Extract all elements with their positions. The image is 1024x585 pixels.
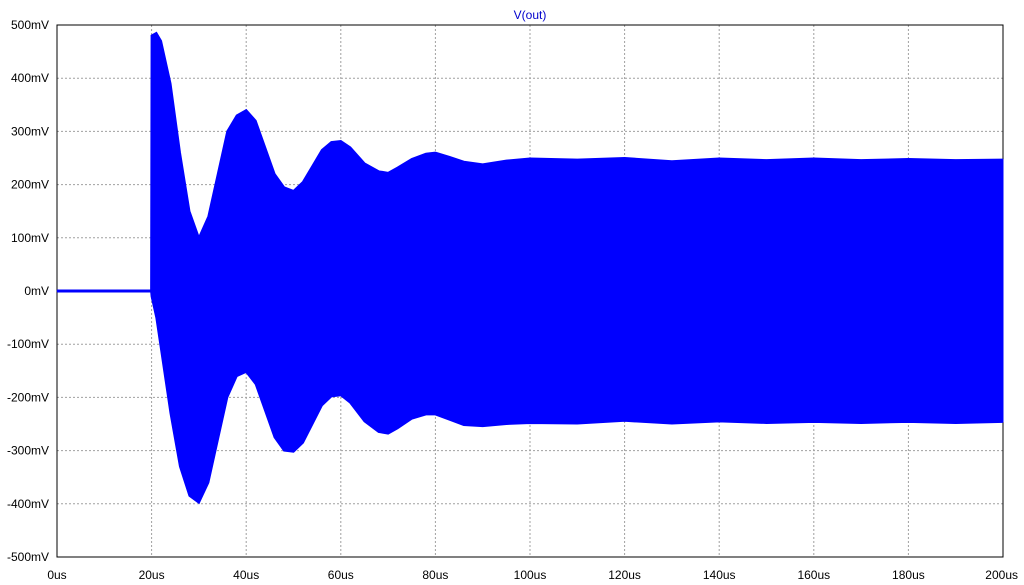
y-tick-labels: 500mV 400mV 300mV 200mV 100mV 0mV -100mV -200mV… <box>7 18 49 564</box>
x-tick-label: 100us <box>514 568 547 582</box>
upper-envelope-line <box>57 31 1004 292</box>
x-tick-labels: 0us 20us 40us 60us 80us 100us 120us 140us 160us 1… <box>47 568 1018 582</box>
y-tick-label: 200mV <box>11 178 49 192</box>
y-tick-label: 300mV <box>11 124 49 138</box>
x-tick-label: 180us <box>892 568 925 582</box>
y-tick-label: 500mV <box>11 18 49 32</box>
y-tick-label: -500mV <box>7 550 49 564</box>
y-tick-label: -300mV <box>7 444 49 458</box>
x-tick-label: 20us <box>139 568 165 582</box>
x-tick-label: 40us <box>233 568 259 582</box>
x-tick-label: 160us <box>797 568 830 582</box>
y-tick-label: -200mV <box>7 390 49 404</box>
x-tick-label: 0us <box>47 568 66 582</box>
trace-band <box>56 32 1004 504</box>
x-tick-label: 140us <box>703 568 736 582</box>
x-tick-label: 120us <box>608 568 641 582</box>
y-tick-label: 400mV <box>11 71 49 85</box>
x-tick-label: 80us <box>422 568 448 582</box>
x-tick-label: 60us <box>328 568 354 582</box>
y-tick-label: 100mV <box>11 231 49 245</box>
plot-area <box>56 31 1004 505</box>
y-tick-label: -400mV <box>7 497 49 511</box>
x-tick-label: 200us <box>985 568 1018 582</box>
y-tick-label: 0mV <box>24 284 49 298</box>
chart-title: V(out) <box>514 8 547 22</box>
lower-envelope-line <box>57 290 1004 505</box>
y-tick-label: -100mV <box>7 337 49 351</box>
